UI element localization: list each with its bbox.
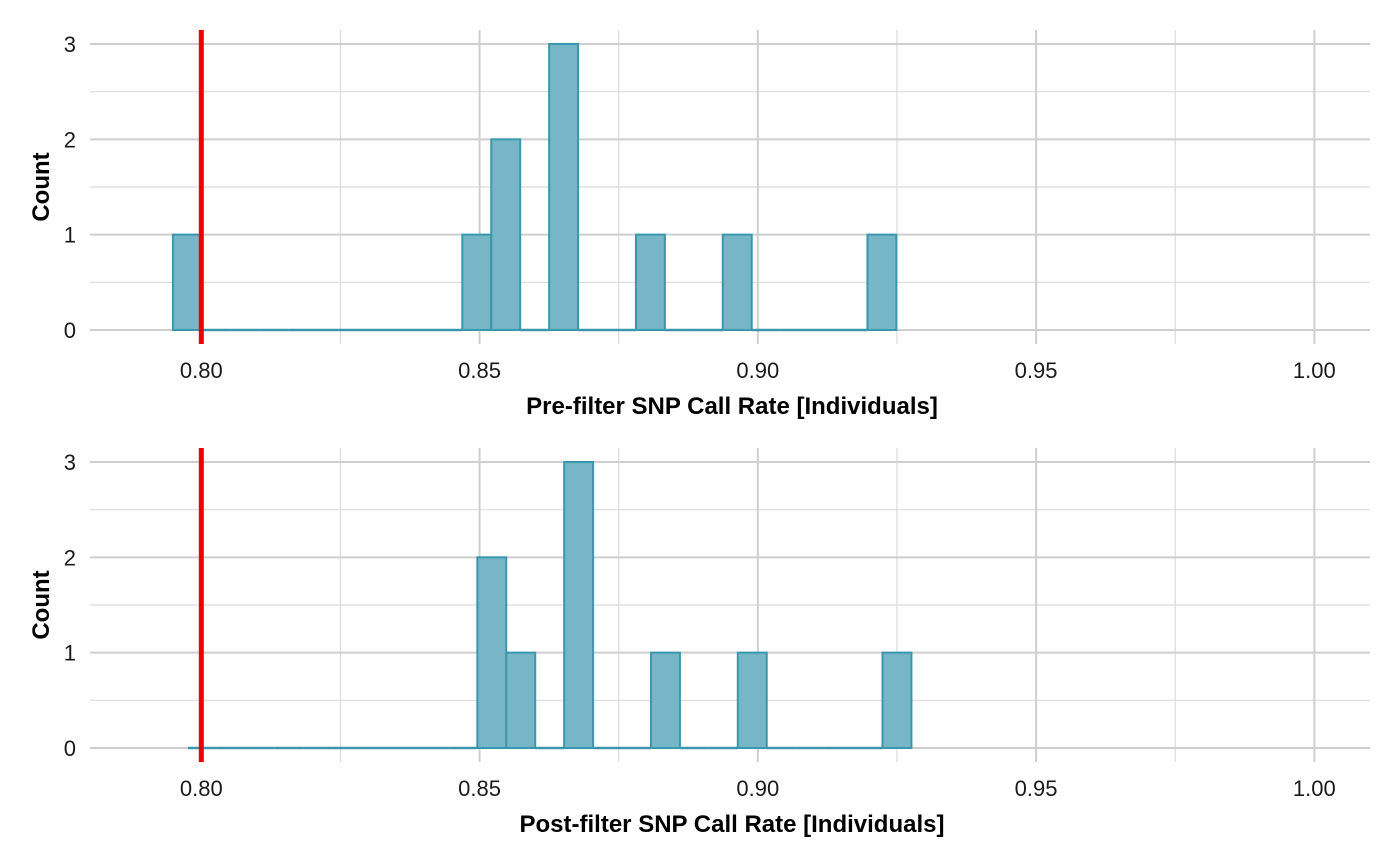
post-filter-x-tick-label: 1.00	[1293, 776, 1336, 801]
post-filter-histogram-panel: 0.80 0.85 0.90 0.95 1.00 0 1 2 3 Post-filter SNP…	[28, 448, 1370, 838]
post-filter-x-tick-label: 0.80	[180, 776, 223, 801]
post-filter-x-tick-label: 0.85	[458, 776, 501, 801]
post-filter-histogram-bar	[736, 651, 768, 750]
pre-filter-histogram-bar	[721, 233, 753, 332]
post-filter-y-tick-label: 3	[64, 450, 76, 475]
post-filter-y-tick-label: 2	[64, 545, 76, 570]
pre-filter-histogram-bar	[461, 233, 493, 332]
post-filter-x-tick-label: 0.90	[736, 776, 779, 801]
pre-filter-x-tick-label: 0.80	[180, 358, 223, 383]
pre-filter-histogram-panel: 0.80 0.85 0.90 0.95 1.00 0 1 2 3 Pre-filter SNP …	[28, 30, 1370, 420]
post-filter-histogram-bar	[563, 461, 595, 749]
post-filter-x-tick-label: 0.95	[1015, 776, 1058, 801]
pre-filter-histogram-bar	[634, 233, 666, 332]
pre-filter-x-tick-label: 0.85	[458, 358, 501, 383]
post-filter-x-axis-title: Post-filter SNP Call Rate [Individuals]	[520, 811, 945, 838]
pre-filter-y-tick-label: 2	[64, 127, 76, 152]
post-filter-y-axis-title: Count	[28, 570, 55, 639]
post-filter-y-tick-label: 0	[64, 736, 76, 761]
pre-filter-y-axis-title: Count	[28, 152, 55, 221]
pre-filter-plot-area: 0.80 0.85 0.90 0.95 1.00 0 1 2 3	[64, 30, 1370, 383]
post-filter-histogram-bar	[649, 651, 681, 750]
pre-filter-y-tick-label: 1	[64, 223, 76, 248]
pre-filter-histogram-bar	[866, 233, 898, 332]
post-filter-histogram-bar	[476, 556, 508, 749]
pre-filter-x-axis-title: Pre-filter SNP Call Rate [Individuals]	[526, 393, 938, 420]
post-filter-plot-area: 0.80 0.85 0.90 0.95 1.00 0 1 2 3	[64, 448, 1370, 801]
post-filter-histogram-bar	[505, 651, 537, 750]
pre-filter-y-tick-label: 0	[64, 318, 76, 343]
pre-filter-histogram-bar	[171, 233, 203, 332]
pre-filter-histogram-bar	[490, 138, 522, 331]
pre-filter-x-tick-label: 1.00	[1293, 358, 1336, 383]
post-filter-histogram-bar	[881, 651, 913, 750]
pre-filter-histogram-bar	[548, 43, 580, 331]
pre-filter-y-tick-label: 3	[64, 32, 76, 57]
pre-filter-x-tick-label: 0.95	[1015, 358, 1058, 383]
pre-filter-x-tick-label: 0.90	[736, 358, 779, 383]
post-filter-y-tick-label: 1	[64, 641, 76, 666]
